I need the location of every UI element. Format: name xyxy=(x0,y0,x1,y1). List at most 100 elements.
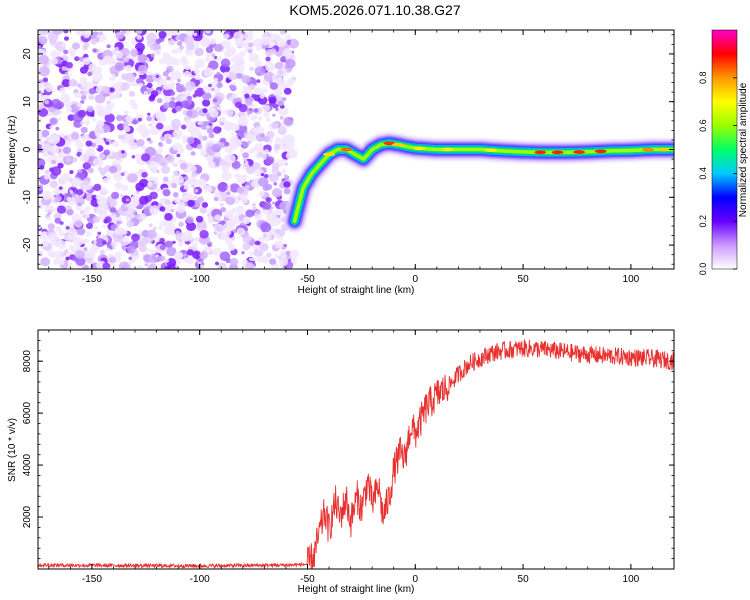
noise-blob xyxy=(203,185,211,193)
noise-blob xyxy=(249,30,253,35)
colorbar-tick-label: 0.8 xyxy=(698,72,708,85)
spectrogram-y-axis-label: Frequency (Hz) xyxy=(7,116,18,185)
x-tick-label: 0 xyxy=(413,274,419,285)
noise-blob xyxy=(255,244,259,249)
noise-blob xyxy=(189,127,201,138)
noise-blob xyxy=(38,107,49,117)
x-tick-label: -50 xyxy=(300,274,315,285)
noise-blob xyxy=(158,221,164,226)
noise-blob xyxy=(276,171,282,177)
noise-blob xyxy=(236,72,243,79)
noise-blob xyxy=(263,71,275,82)
noise-blob xyxy=(67,73,72,78)
noise-blob xyxy=(213,43,223,52)
noise-blob xyxy=(269,33,281,44)
noise-blob xyxy=(51,207,56,213)
noise-blob xyxy=(202,99,211,107)
noise-blob xyxy=(125,115,133,123)
noise-blob xyxy=(177,241,183,247)
noise-blob xyxy=(111,160,117,165)
noise-blob xyxy=(215,261,219,266)
noise-blob xyxy=(164,265,171,269)
noise-blob xyxy=(194,87,205,97)
noise-blob xyxy=(138,230,142,234)
noise-blob xyxy=(149,45,155,51)
noise-blob xyxy=(182,139,187,144)
noise-blob xyxy=(61,79,71,88)
noise-blob xyxy=(123,206,129,212)
noise-blob xyxy=(159,244,166,251)
noise-blob xyxy=(217,262,227,269)
noise-blob xyxy=(54,195,62,202)
noise-blob xyxy=(156,122,164,130)
noise-blob xyxy=(76,189,84,196)
noise-blob xyxy=(171,175,176,180)
noise-blob xyxy=(99,207,105,213)
noise-blob xyxy=(183,253,187,257)
noise-blob xyxy=(92,216,101,223)
noise-blob xyxy=(42,77,49,83)
spectrogram-plot-area xyxy=(38,30,674,269)
noise-blob xyxy=(79,153,90,162)
noise-blob xyxy=(128,81,135,87)
noise-blob xyxy=(162,189,171,197)
noise-blob xyxy=(272,188,283,198)
noise-blob xyxy=(123,110,129,115)
noise-blob xyxy=(251,257,256,262)
noise-blob xyxy=(254,60,263,68)
noise-blob xyxy=(91,264,96,269)
noise-blob xyxy=(244,262,254,269)
noise-blob xyxy=(247,48,253,54)
noise-blob xyxy=(138,237,149,246)
noise-blob xyxy=(194,48,203,57)
noise-blob xyxy=(227,141,238,151)
noise-blob xyxy=(189,178,199,187)
noise-blob xyxy=(272,73,283,83)
noise-blob xyxy=(164,258,170,263)
noise-blob xyxy=(221,170,232,181)
noise-blob xyxy=(82,162,92,170)
noise-blob xyxy=(226,230,232,235)
signal-peak xyxy=(323,152,336,157)
noise-blob xyxy=(265,49,273,57)
noise-blob xyxy=(172,170,179,177)
noise-blob xyxy=(282,48,293,58)
noise-blob xyxy=(184,119,194,128)
noise-blob xyxy=(100,172,105,176)
noise-blob xyxy=(83,247,88,251)
noise-blob xyxy=(277,100,284,107)
x-tick-label: -150 xyxy=(82,574,102,585)
noise-blob xyxy=(176,41,183,46)
noise-blob xyxy=(157,148,164,154)
noise-blob xyxy=(52,188,61,196)
noise-blob xyxy=(203,67,214,77)
noise-blob xyxy=(193,68,200,75)
noise-blob xyxy=(46,216,52,221)
noise-blob xyxy=(82,214,87,219)
noise-blob xyxy=(148,160,159,171)
noise-blob xyxy=(120,194,124,198)
noise-blob xyxy=(255,133,266,142)
noise-blob xyxy=(158,255,165,262)
noise-blob xyxy=(185,81,196,91)
noise-blob xyxy=(221,117,226,122)
noise-blob xyxy=(65,61,73,69)
noise-blob xyxy=(64,36,69,41)
x-tick-label: -150 xyxy=(82,274,102,285)
noise-blob xyxy=(235,38,246,48)
noise-blob xyxy=(254,142,265,153)
noise-blob xyxy=(269,258,277,265)
noise-blob xyxy=(136,123,148,134)
noise-blob xyxy=(47,250,56,258)
noise-blob xyxy=(223,71,230,78)
noise-blob xyxy=(168,85,174,90)
noise-blob xyxy=(168,38,176,46)
noise-blob xyxy=(232,93,238,99)
noise-blob xyxy=(83,119,90,126)
colorbar: 0.0 0.2 0.4 0.6 0.8 Normalized spectral ampl… xyxy=(698,29,749,275)
noise-blob xyxy=(135,153,141,158)
snr-panel: -150 -100 -50 0 50 100 2000 4000 6000 8000 Heigh… xyxy=(7,329,675,595)
noise-blob xyxy=(82,57,92,65)
noise-blob xyxy=(194,189,199,193)
noise-blob xyxy=(223,33,230,40)
